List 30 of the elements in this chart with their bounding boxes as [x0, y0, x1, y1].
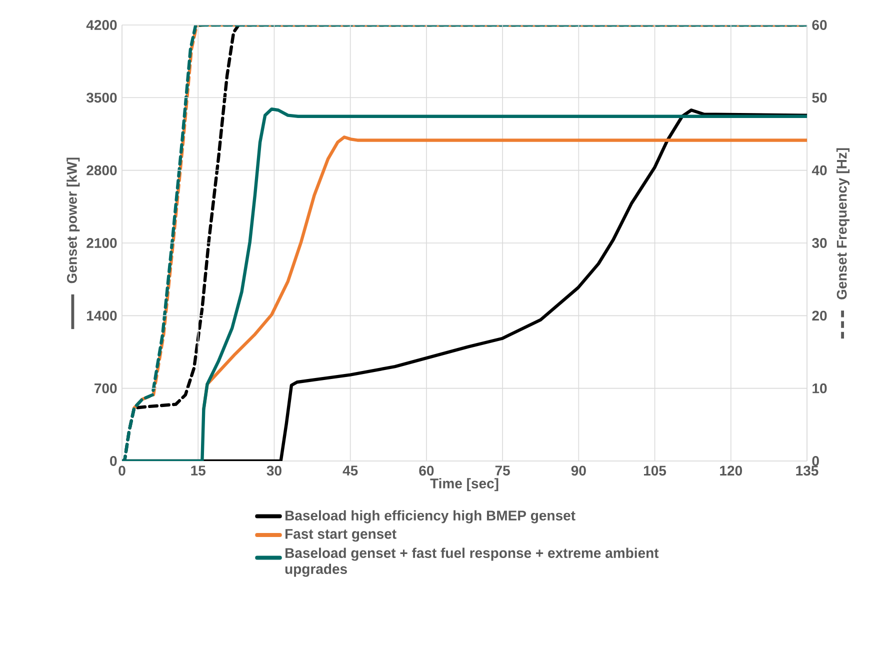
x-tick-label: 120	[720, 466, 742, 476]
y2-tick-label: 40	[812, 165, 827, 176]
x-tick-label: 60	[419, 466, 434, 476]
legend-label: Fast start genset	[285, 529, 396, 542]
y-tick-label: 1400	[87, 310, 117, 321]
x-tick-label: 0	[118, 466, 126, 476]
x-tick-label: 75	[495, 466, 510, 476]
y2-tick-label: 30	[812, 238, 827, 248]
y2-tick-label: 60	[812, 20, 827, 30]
x-tick-label: 45	[342, 466, 358, 476]
x-tick-label: 30	[266, 466, 282, 476]
y2-tick-label: 0	[812, 456, 819, 466]
y-tick-label: 2100	[86, 238, 117, 248]
x-tick-label: 135	[796, 466, 818, 476]
y2-axis-title: Genset Frequency [Hz]	[836, 148, 850, 300]
y-tick-label: 700	[94, 383, 117, 394]
x-tick-label: 105	[644, 466, 666, 476]
y-tick-label: 4200	[86, 20, 117, 30]
y-tick-label: 3500	[86, 92, 117, 103]
legend-label: Baseload genset + fast fuel response + extreme ambient upgrades	[285, 548, 659, 577]
y-tick-label: 2800	[86, 165, 117, 176]
legend-label: Baseload high efficiency high BMEP genset	[285, 510, 576, 524]
y2-tick-label: 50	[812, 92, 827, 103]
x-axis-title: Time [sec]	[430, 478, 498, 492]
x-tick-label: 90	[571, 466, 586, 476]
x-tick-label: 15	[191, 466, 206, 476]
y2-tick-label: 10	[812, 383, 827, 394]
y2-tick-label: 20	[812, 310, 827, 321]
y-tick-label: 0	[110, 456, 117, 466]
y-axis-title: Genset power [kW]	[66, 158, 80, 284]
